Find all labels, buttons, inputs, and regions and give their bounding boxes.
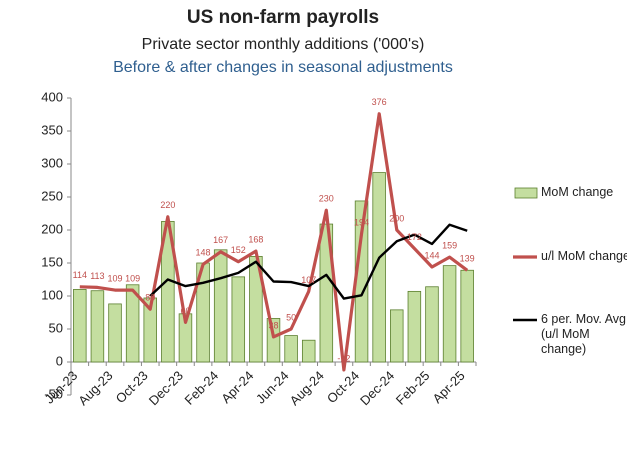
y-tick-label: 0 [56, 353, 63, 368]
data-label: 113 [90, 271, 104, 281]
line [149, 223, 468, 300]
legend-swatch [514, 187, 538, 199]
data-label: 80 [145, 293, 155, 303]
data-label: 38 [268, 320, 278, 330]
x-tick-label: Oct-23 [113, 368, 151, 406]
bar [73, 288, 87, 363]
bar [213, 249, 228, 363]
bar [231, 276, 246, 363]
data-label: 107 [301, 275, 316, 285]
data-label: 200 [389, 213, 404, 223]
bar [390, 309, 404, 363]
x-tick-label: Jun-24 [253, 368, 292, 407]
bar [284, 335, 298, 363]
data-label: 50 [286, 312, 296, 322]
y-tick-label: 100 [41, 287, 63, 302]
data-label: 220 [160, 200, 175, 210]
legend-label: u/l MoM change [541, 249, 627, 263]
line [79, 112, 469, 372]
data-label: 167 [213, 235, 228, 245]
x-tick-label: Dec-23 [146, 368, 186, 408]
data-label: 139 [460, 254, 475, 264]
y-tick-label: 350 [41, 122, 63, 137]
x-tick-label: Aug-24 [287, 368, 327, 408]
x-tick-label: Oct-24 [324, 368, 362, 406]
bar [460, 269, 474, 363]
legend-label: MoM change [541, 185, 614, 199]
data-label: 159 [442, 240, 457, 250]
x-tick-label: Apr-24 [218, 368, 256, 406]
data-label: 168 [248, 234, 263, 244]
data-label: 109 [108, 273, 123, 283]
data-label: 109 [125, 273, 140, 283]
bar [108, 303, 122, 363]
y-tick-label: 200 [41, 221, 63, 236]
data-label: 230 [319, 194, 334, 204]
bar [442, 265, 457, 363]
y-tick-label: -50 [44, 386, 63, 401]
x-tick-label: Feb-24 [181, 368, 221, 408]
bar [301, 339, 316, 363]
y-tick-label: 50 [49, 320, 63, 335]
bar [143, 297, 157, 363]
legend-label: 6 per. Mov. Avg. (u/l MoM change) [541, 312, 627, 356]
chart-note: Before & after changes in seasonal adjus… [113, 59, 453, 76]
data-label: 152 [231, 245, 246, 255]
y-tick-label: 400 [41, 89, 63, 104]
x-tick-label: Apr-25 [430, 368, 468, 406]
data-label: 172 [407, 232, 422, 242]
x-tick-label: Feb-25 [393, 368, 433, 408]
data-label: 144 [424, 250, 439, 260]
y-tick-label: 250 [41, 188, 63, 203]
data-label: 148 [196, 248, 211, 258]
y-tick-label: 150 [41, 254, 63, 269]
data-label: 114 [73, 270, 87, 280]
data-label: 376 [372, 97, 387, 107]
data-label: 60 [180, 306, 190, 316]
bar [425, 286, 439, 363]
y-tick-label: 300 [41, 155, 63, 170]
x-tick-label: Dec-24 [357, 368, 397, 408]
bar [407, 290, 422, 363]
x-tick-label: Aug-23 [75, 368, 115, 408]
bar [90, 290, 105, 363]
bar [372, 172, 386, 363]
chart-title: US non-farm payrolls [187, 7, 379, 28]
data-label: -12 [337, 353, 350, 363]
bar [125, 284, 140, 363]
data-label: 194 [354, 217, 369, 227]
chart-subtitle: Private sector monthly additions ('000's… [142, 36, 425, 53]
